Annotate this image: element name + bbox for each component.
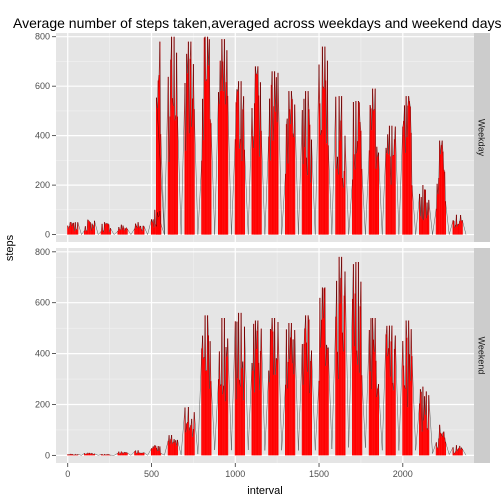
steps-line-weekday xyxy=(67,36,467,236)
steps-line-weekend xyxy=(67,256,467,456)
y-axis-title: steps xyxy=(4,234,16,261)
y-tick-label: 400 xyxy=(35,349,50,359)
panel-weekday-marks xyxy=(67,36,467,236)
strip-weekend: Weekend xyxy=(474,248,490,463)
x-tick-label: 2000 xyxy=(393,469,413,479)
chart-title: Average number of steps taken,averaged a… xyxy=(13,15,501,31)
y-tick-label: 800 xyxy=(35,32,50,42)
y-tick-label: 200 xyxy=(35,180,50,190)
x-tick-label: 1500 xyxy=(309,469,329,479)
x-axis-ticks: 0 500 1000 1500 2000 xyxy=(65,463,413,479)
x-tick-label: 0 xyxy=(65,469,70,479)
y-tick-label: 0 xyxy=(45,450,50,460)
panel-weekday: 0 200 400 600 800 xyxy=(35,32,474,242)
strip-weekday-background xyxy=(474,33,490,242)
panel-weekend-y-ticks: 0 200 400 600 800 xyxy=(35,247,56,460)
strip-weekday-label: Weekday xyxy=(477,119,487,157)
panel-weekend-marks xyxy=(67,256,467,456)
strip-weekend-background xyxy=(474,248,490,463)
y-tick-label: 0 xyxy=(45,230,50,240)
strip-weekday: Weekday xyxy=(474,33,490,242)
y-tick-label: 600 xyxy=(35,298,50,308)
y-tick-label: 200 xyxy=(35,399,50,409)
x-tick-label: 1000 xyxy=(225,469,245,479)
y-tick-label: 800 xyxy=(35,247,50,257)
panel-weekend: 0 200 400 600 800 xyxy=(35,247,474,463)
x-tick-label: 500 xyxy=(144,469,159,479)
x-axis-title: interval xyxy=(247,485,282,497)
y-tick-label: 600 xyxy=(35,81,50,91)
y-tick-label: 400 xyxy=(35,131,50,141)
panel-weekday-y-ticks: 0 200 400 600 800 xyxy=(35,32,56,240)
strip-weekend-label: Weekend xyxy=(477,337,487,375)
